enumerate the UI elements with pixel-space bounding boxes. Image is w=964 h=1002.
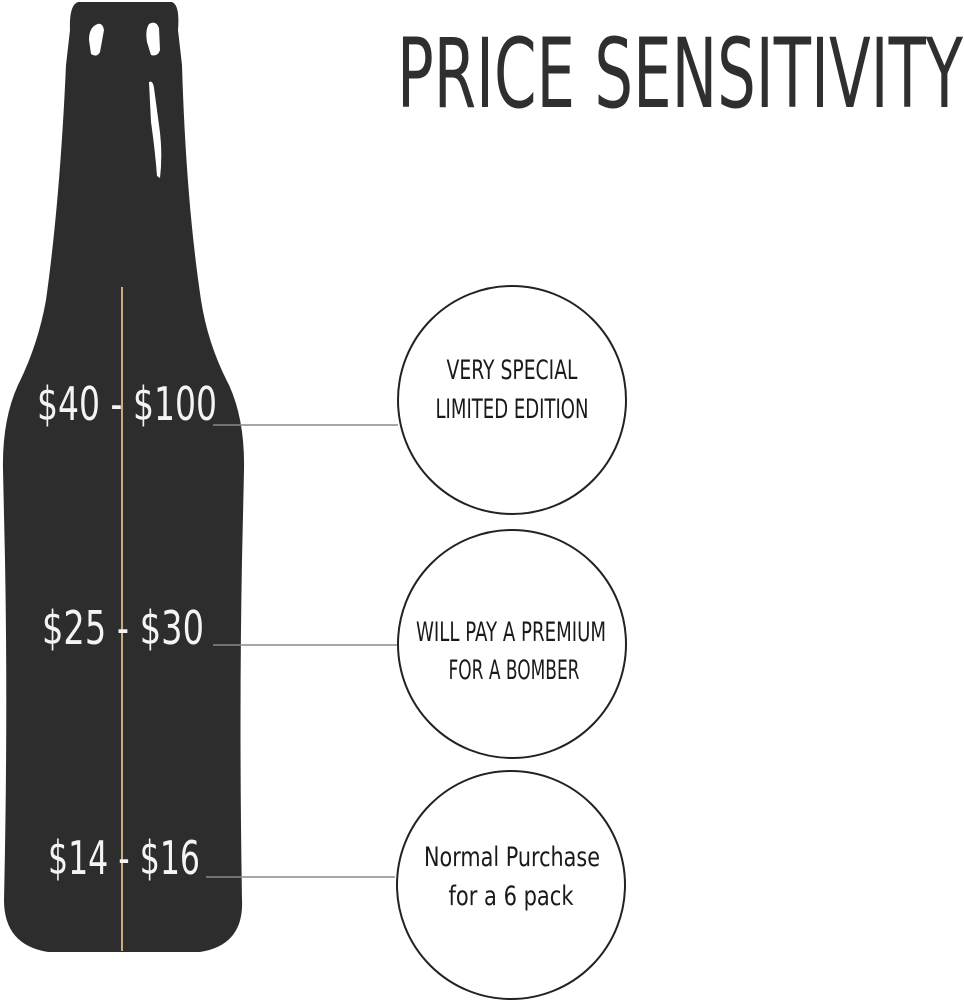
tier-description-line-1: Normal Purchase <box>424 842 600 873</box>
price-range-label: $25 - $30 <box>42 601 204 655</box>
price-tier: $40 - $100 VERY SPECIAL LIMITED EDITION <box>37 285 627 515</box>
tier-description-line-1: WILL PAY A PREMIUM <box>416 617 606 648</box>
price-range-label: $40 - $100 <box>37 377 217 431</box>
bottle-highlight-left <box>89 23 104 56</box>
tier-description-circle <box>396 770 626 1000</box>
tier-description-circle <box>397 285 627 515</box>
page-title: PRICE SENSITIVITY <box>397 18 963 130</box>
tier-description-line-2: for a 6 pack <box>449 881 574 912</box>
bottle-silhouette <box>2 2 245 952</box>
price-tier: $14 - $16 Normal Purchase for a 6 pack <box>48 770 626 1000</box>
price-tier: $25 - $30 WILL PAY A PREMIUM FOR A BOMBE… <box>42 529 627 759</box>
price-range-label: $14 - $16 <box>48 831 200 885</box>
bottle-highlight-streak <box>149 81 162 178</box>
bottle-highlight-right <box>146 22 160 56</box>
tier-description-circle <box>397 529 627 759</box>
tier-description-line-2: LIMITED EDITION <box>436 394 589 425</box>
tier-description-line-2: FOR A BOMBER <box>449 655 580 686</box>
bottle-illustration <box>2 2 245 952</box>
tier-description-line-1: VERY SPECIAL <box>447 355 578 386</box>
